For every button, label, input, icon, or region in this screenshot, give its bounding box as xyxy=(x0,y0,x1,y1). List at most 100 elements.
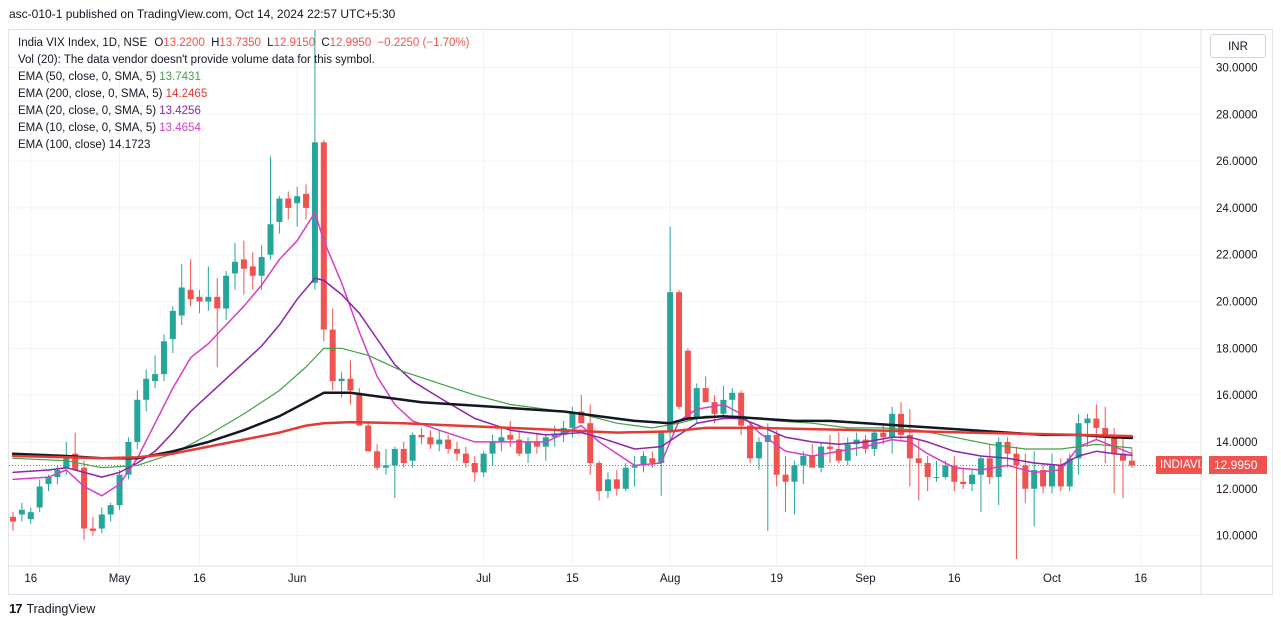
candle xyxy=(835,432,842,464)
candle-body xyxy=(604,479,611,492)
candle xyxy=(542,434,549,461)
ema-line-200 xyxy=(11,420,1134,460)
candle xyxy=(924,455,931,492)
ohlc-change: −0.2250 (−1.70%) xyxy=(377,37,470,49)
candle-body xyxy=(1093,418,1100,428)
candle xyxy=(223,271,230,321)
chart-frame xyxy=(8,29,1273,595)
candle xyxy=(791,460,798,515)
candle xyxy=(578,395,585,424)
candle xyxy=(409,432,416,468)
candle xyxy=(445,434,452,454)
candle xyxy=(382,448,389,475)
candle xyxy=(853,432,860,456)
candle xyxy=(329,308,336,391)
candle xyxy=(951,455,958,492)
candle xyxy=(711,395,718,424)
candle-body xyxy=(551,434,558,438)
candle-body xyxy=(214,296,221,309)
candle-body xyxy=(187,289,194,300)
candle-body xyxy=(427,437,434,445)
candle xyxy=(1048,453,1055,494)
candle xyxy=(631,455,638,487)
y-tick-label: 14.0000 xyxy=(1216,437,1258,449)
candle xyxy=(969,470,976,492)
candle-body xyxy=(160,341,167,375)
x-tick-label: 19 xyxy=(770,573,783,585)
candle xyxy=(684,348,691,421)
candle-body xyxy=(720,399,727,414)
candle-body xyxy=(391,448,398,466)
candle-body xyxy=(1120,453,1126,461)
candle-body xyxy=(471,463,478,473)
legend-symbol-row: India VIX Index, 1D, NSE O13.2200 H13.73… xyxy=(18,35,470,52)
candle xyxy=(995,437,1002,506)
candle xyxy=(906,409,913,487)
y-tick-label: 18.0000 xyxy=(1216,343,1258,355)
ema-200-row: EMA (200, close, 0, SMA, 5) 14.2465 xyxy=(18,88,208,100)
candle xyxy=(1075,413,1082,475)
candle xyxy=(249,252,256,290)
candle xyxy=(169,306,176,354)
candle-body xyxy=(1057,465,1064,487)
candle-body xyxy=(81,467,88,529)
ema-line-200 xyxy=(12,277,1133,478)
candle-body xyxy=(196,296,203,302)
candle-body xyxy=(454,448,460,454)
candle xyxy=(72,432,79,471)
candle xyxy=(1128,448,1135,468)
candle xyxy=(1031,451,1038,527)
ohlc-high: H13.7350 xyxy=(211,37,261,49)
tradingview-logo-icon: 17 xyxy=(9,601,23,616)
candle xyxy=(1013,446,1020,559)
candle-body xyxy=(684,350,691,419)
candle-body xyxy=(782,474,789,482)
candle xyxy=(116,470,123,510)
candle xyxy=(143,369,150,412)
candle-body xyxy=(356,392,363,426)
candle xyxy=(214,278,221,368)
candle-body xyxy=(613,479,620,489)
candle xyxy=(98,507,105,534)
candle-body xyxy=(951,465,958,482)
candle-body xyxy=(232,261,238,274)
candle xyxy=(196,289,203,314)
candle-body xyxy=(969,474,976,485)
candle-body xyxy=(800,455,807,466)
candle xyxy=(365,420,372,452)
candle-body xyxy=(409,434,416,461)
candle-body xyxy=(818,446,825,468)
currency-button[interactable]: INR xyxy=(1210,34,1266,58)
candle xyxy=(480,451,487,478)
candle xyxy=(232,242,238,290)
candle xyxy=(258,245,265,290)
candle xyxy=(977,455,984,513)
ema-50-row: EMA (50, close, 0, SMA, 5) 13.7431 xyxy=(18,71,201,83)
candle xyxy=(640,451,647,473)
candle xyxy=(10,512,16,531)
candle-body xyxy=(773,434,780,475)
candle xyxy=(649,451,656,468)
candle xyxy=(152,355,159,389)
y-tick-label: 22.0000 xyxy=(1216,250,1258,262)
candle xyxy=(755,437,762,471)
candle-body xyxy=(835,448,842,461)
candle xyxy=(276,196,283,234)
time-axis: 16 May 16 Jun Jul 15 Aug 19 Sep 16 Oct 16 xyxy=(8,565,1273,585)
candle xyxy=(898,402,904,440)
y-tick-label: 20.0000 xyxy=(1216,297,1258,309)
candle xyxy=(693,383,700,424)
candle-body xyxy=(27,512,34,520)
candle-body xyxy=(205,296,212,302)
ema-200-value: 14.2465 xyxy=(165,88,208,100)
candle xyxy=(462,446,469,468)
candle-body xyxy=(1022,465,1029,489)
candle xyxy=(596,460,603,501)
tradingview-brand[interactable]: 17 TradingView xyxy=(9,601,95,616)
candle xyxy=(1111,427,1118,494)
candle-body xyxy=(667,292,674,433)
candle-body xyxy=(249,266,256,276)
candle xyxy=(418,427,425,445)
candle xyxy=(27,507,34,524)
